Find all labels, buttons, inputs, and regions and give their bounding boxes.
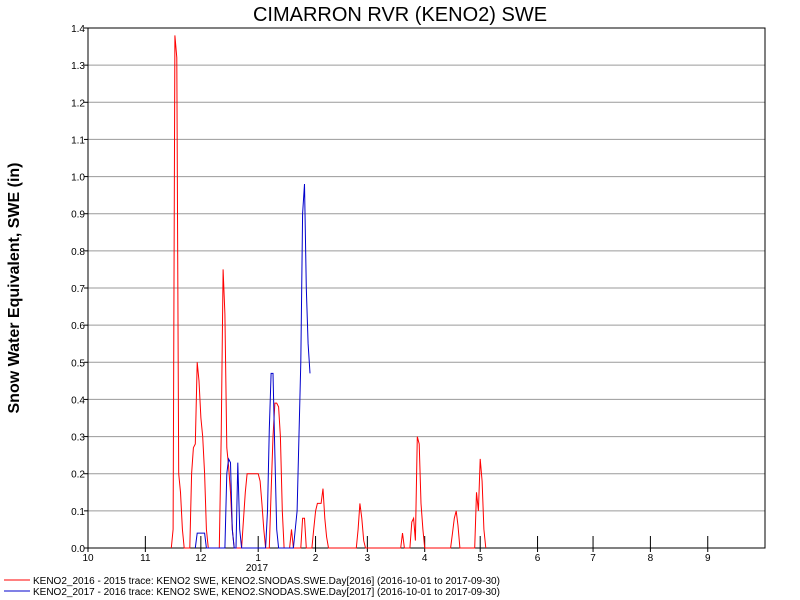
y-tick-label: 1.3 xyxy=(71,61,85,72)
series-line-2016 xyxy=(170,35,487,549)
y-tick-label: 0.8 xyxy=(71,247,85,258)
x-tick-label: 1 xyxy=(255,553,261,564)
legend: KENO2_2016 - 2015 trace: KENO2 SWE, KENO… xyxy=(4,576,500,598)
y-tick-label: 1.1 xyxy=(71,135,85,146)
x-tick-label: 8 xyxy=(648,553,654,564)
x-tick-label: 2 xyxy=(313,553,319,564)
x-tick-label: 7 xyxy=(590,553,596,564)
y-tick-label: 0.5 xyxy=(71,358,85,369)
y-tick-label: 0.3 xyxy=(71,433,85,444)
x-tick-label: 12 xyxy=(195,553,207,564)
series-line-2017 xyxy=(194,183,311,549)
y-tick-label: 0.6 xyxy=(71,321,85,332)
y-tick-label: 0.9 xyxy=(71,210,85,221)
x-tick-label: 5 xyxy=(477,553,483,564)
x-tick-label: 6 xyxy=(535,553,541,564)
x-axis-ticks: 10 11 12 1 2 3 4 5 6 7 8 9 xyxy=(82,536,711,564)
y-tick-label: 1.0 xyxy=(71,173,85,184)
y-axis-label: Snow Water Equivalent, SWE (in) xyxy=(6,163,23,414)
y-tick-label: 0.4 xyxy=(71,395,85,406)
x-tick-label: 10 xyxy=(82,553,94,564)
y-tick-label: 1.2 xyxy=(71,98,85,109)
y-tick-label: 0.1 xyxy=(71,507,85,518)
y-tick-label: 0.0 xyxy=(71,544,85,555)
x-tick-label: 9 xyxy=(705,553,711,564)
x-tick-label: 3 xyxy=(365,553,371,564)
chart-title: CIMARRON RVR (KENO2) SWE xyxy=(253,4,547,26)
legend-entry: KENO2_2016 - 2015 trace: KENO2 SWE, KENO… xyxy=(33,576,500,587)
year-label: 2017 xyxy=(246,563,269,574)
x-tick-label: 4 xyxy=(422,553,428,564)
y-tick-label: 0.7 xyxy=(71,284,85,295)
x-tick-label: 11 xyxy=(140,553,151,564)
y-tick-label: 0.2 xyxy=(71,470,85,481)
grid-lines xyxy=(88,64,765,512)
y-axis-ticks: 0.0 0.1 0.2 0.3 0.4 0.5 0.6 0.7 0.8 0.9 1.0 1.1 1.2 1… xyxy=(71,24,88,555)
y-tick-label: 1.4 xyxy=(71,24,85,35)
legend-entry: KENO2_2017 - 2016 trace: KENO2 SWE, KENO… xyxy=(33,587,500,598)
series-lines xyxy=(170,35,487,549)
